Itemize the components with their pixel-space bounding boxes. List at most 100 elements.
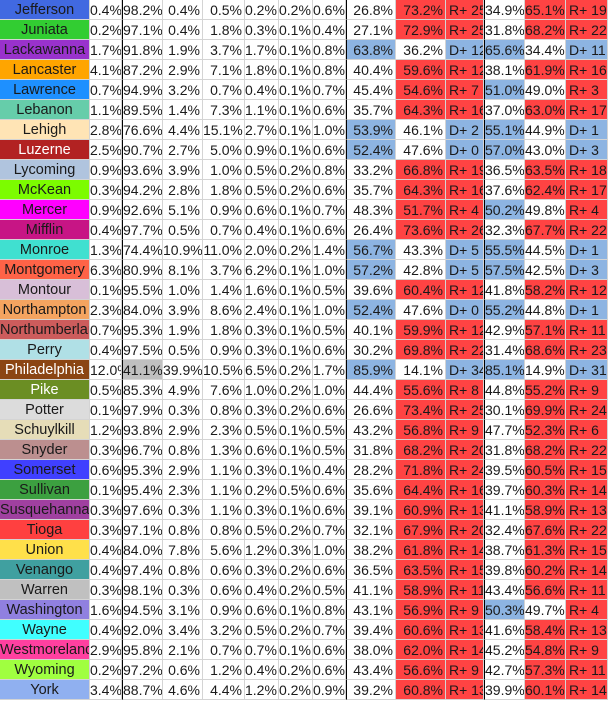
demographic-cell[interactable]: 0.7%	[90, 80, 122, 100]
demographic-cell[interactable]: 10.5%	[203, 360, 245, 380]
margin-cell[interactable]: R+ 20	[446, 520, 484, 540]
rep-share-cell[interactable]: 61.3%	[525, 540, 566, 560]
county-name-cell[interactable]: Jefferson	[0, 0, 90, 20]
margin-cell[interactable]: R+ 13	[566, 500, 608, 520]
demographic-cell[interactable]: 1.1%	[203, 500, 245, 520]
rep-share-cell[interactable]: 73.4%	[396, 400, 446, 420]
rep-share-cell[interactable]: 47.6%	[396, 140, 446, 160]
rep-share-cell[interactable]: 58.2%	[525, 280, 566, 300]
rep-share-cell[interactable]: 67.6%	[525, 520, 566, 540]
demographic-cell[interactable]: 0.2%	[279, 240, 313, 260]
rep-share-cell[interactable]: 60.9%	[396, 500, 446, 520]
demographic-cell[interactable]: 0.8%	[163, 560, 203, 580]
rep-share-cell[interactable]: 49.8%	[525, 200, 566, 220]
demographic-cell[interactable]: 0.5%	[313, 320, 346, 340]
demographic-cell[interactable]: 0.5%	[245, 620, 279, 640]
demographic-cell[interactable]: 41.1%	[122, 360, 163, 380]
dem-share-cell[interactable]: 56.7%	[346, 240, 396, 260]
dem-share-cell[interactable]: 50.3%	[484, 600, 525, 620]
dem-share-cell[interactable]: 33.2%	[346, 160, 396, 180]
dem-share-cell[interactable]: 40.4%	[346, 60, 396, 80]
margin-cell[interactable]: R+ 14	[566, 480, 608, 500]
demographic-cell[interactable]: 0.3%	[90, 180, 122, 200]
demographic-cell[interactable]: 2.9%	[90, 640, 122, 660]
demographic-cell[interactable]: 92.0%	[122, 620, 163, 640]
county-name-cell[interactable]: Union	[0, 540, 90, 560]
demographic-cell[interactable]: 98.2%	[122, 0, 163, 20]
county-name-cell[interactable]: Wayne	[0, 620, 90, 640]
demographic-cell[interactable]: 10.9%	[163, 240, 203, 260]
demographic-cell[interactable]: 95.8%	[122, 640, 163, 660]
margin-cell[interactable]: R+ 19	[566, 0, 608, 20]
demographic-cell[interactable]: 94.9%	[122, 80, 163, 100]
demographic-cell[interactable]: 0.2%	[279, 160, 313, 180]
county-name-cell[interactable]: Northampton	[0, 300, 90, 320]
margin-cell[interactable]: R+ 19	[446, 160, 484, 180]
demographic-cell[interactable]: 0.5%	[203, 0, 245, 20]
margin-cell[interactable]: R+ 25	[446, 0, 484, 20]
margin-cell[interactable]: R+ 13	[446, 500, 484, 520]
demographic-cell[interactable]: 0.6%	[313, 0, 346, 20]
demographic-cell[interactable]: 0.7%	[203, 80, 245, 100]
dem-share-cell[interactable]: 45.2%	[484, 640, 525, 660]
margin-cell[interactable]: R+ 25	[446, 20, 484, 40]
margin-cell[interactable]: R+ 11	[566, 660, 608, 680]
demographic-cell[interactable]: 0.3%	[90, 440, 122, 460]
county-name-cell[interactable]: Wyoming	[0, 660, 90, 680]
rep-share-cell[interactable]: 69.8%	[396, 340, 446, 360]
rep-share-cell[interactable]: 60.6%	[396, 620, 446, 640]
demographic-cell[interactable]: 0.6%	[163, 660, 203, 680]
rep-share-cell[interactable]: 58.4%	[525, 620, 566, 640]
demographic-cell[interactable]: 0.1%	[279, 260, 313, 280]
dem-share-cell[interactable]: 35.6%	[346, 480, 396, 500]
demographic-cell[interactable]: 0.7%	[313, 520, 346, 540]
rep-share-cell[interactable]: 44.8%	[525, 300, 566, 320]
dem-share-cell[interactable]: 85.1%	[484, 360, 525, 380]
demographic-cell[interactable]: 2.9%	[163, 460, 203, 480]
dem-share-cell[interactable]: 35.7%	[346, 100, 396, 120]
rep-share-cell[interactable]: 44.9%	[525, 120, 566, 140]
demographic-cell[interactable]: 2.7%	[245, 120, 279, 140]
margin-cell[interactable]: R+ 22	[566, 440, 608, 460]
demographic-cell[interactable]: 2.5%	[90, 140, 122, 160]
dem-share-cell[interactable]: 63.8%	[346, 40, 396, 60]
demographic-cell[interactable]: 0.5%	[279, 480, 313, 500]
demographic-cell[interactable]: 0.3%	[245, 460, 279, 480]
demographic-cell[interactable]: 5.1%	[163, 200, 203, 220]
dem-share-cell[interactable]: 53.9%	[346, 120, 396, 140]
demographic-cell[interactable]: 3.2%	[203, 620, 245, 640]
demographic-cell[interactable]: 0.9%	[245, 140, 279, 160]
dem-share-cell[interactable]: 39.6%	[346, 280, 396, 300]
demographic-cell[interactable]: 0.6%	[245, 440, 279, 460]
rep-share-cell[interactable]: 56.8%	[396, 420, 446, 440]
demographic-cell[interactable]: 1.2%	[90, 420, 122, 440]
county-name-cell[interactable]: Sullivan	[0, 480, 90, 500]
county-name-cell[interactable]: Monroe	[0, 240, 90, 260]
margin-cell[interactable]: R+ 11	[566, 580, 608, 600]
dem-share-cell[interactable]: 52.4%	[346, 140, 396, 160]
demographic-cell[interactable]: 2.4%	[245, 300, 279, 320]
dem-share-cell[interactable]: 36.5%	[484, 160, 525, 180]
dem-share-cell[interactable]: 39.9%	[484, 680, 525, 700]
demographic-cell[interactable]: 0.1%	[279, 440, 313, 460]
demographic-cell[interactable]: 6.5%	[245, 360, 279, 380]
rep-share-cell[interactable]: 67.7%	[525, 220, 566, 240]
margin-cell[interactable]: R+ 15	[566, 540, 608, 560]
demographic-cell[interactable]: 0.2%	[279, 400, 313, 420]
county-name-cell[interactable]: Somerset	[0, 460, 90, 480]
demographic-cell[interactable]: 0.3%	[90, 500, 122, 520]
rep-share-cell[interactable]: 62.4%	[525, 180, 566, 200]
demographic-cell[interactable]: 2.7%	[163, 140, 203, 160]
margin-cell[interactable]: R+ 11	[446, 580, 484, 600]
dem-share-cell[interactable]: 44.4%	[346, 380, 396, 400]
margin-cell[interactable]: R+ 12	[446, 60, 484, 80]
margin-cell[interactable]: R+ 26	[446, 220, 484, 240]
county-name-cell[interactable]: Tioga	[0, 520, 90, 540]
demographic-cell[interactable]: 0.7%	[90, 320, 122, 340]
dem-share-cell[interactable]: 50.2%	[484, 200, 525, 220]
margin-cell[interactable]: R+ 15	[566, 460, 608, 480]
margin-cell[interactable]: R+ 9	[446, 600, 484, 620]
demographic-cell[interactable]: 0.6%	[313, 500, 346, 520]
rep-share-cell[interactable]: 60.4%	[396, 280, 446, 300]
county-name-cell[interactable]: Northumberland	[0, 320, 90, 340]
